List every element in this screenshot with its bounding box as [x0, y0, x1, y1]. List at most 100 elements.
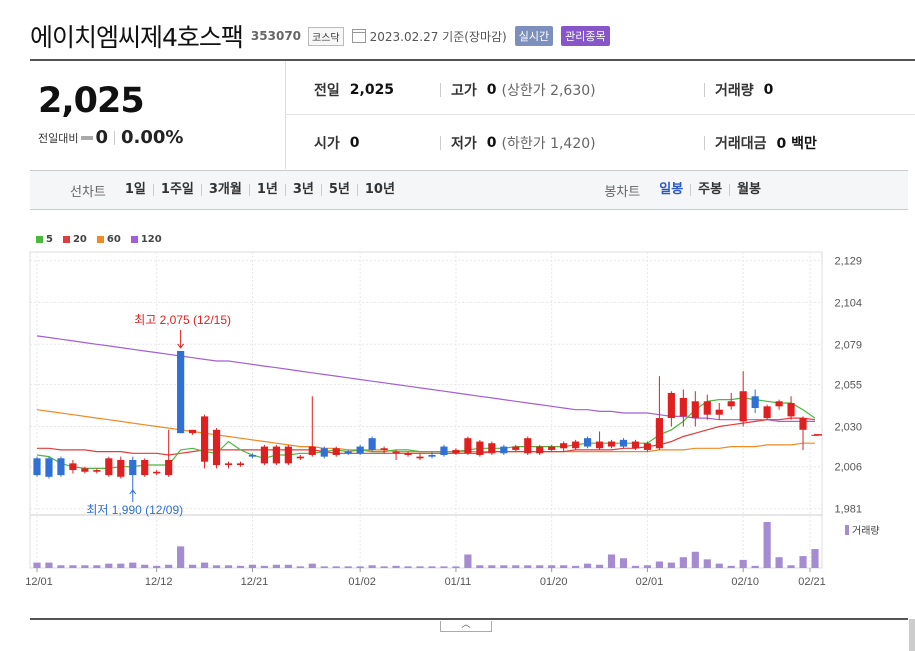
candle-tab-0[interactable]: 일봉 [659, 182, 684, 197]
stat-low: 저가 0 (하한가 1,420) [440, 133, 596, 153]
line-tab-1[interactable]: 1주일 [152, 183, 201, 196]
divider [704, 136, 705, 150]
low-arrow [129, 489, 137, 502]
line-tab-0[interactable]: 1일 [124, 182, 146, 197]
ma-legend: 5 20 60 120 [36, 234, 162, 245]
volume-bar [141, 564, 149, 568]
candle [177, 350, 185, 434]
line-tab-6[interactable]: 10년 [356, 183, 402, 196]
volume-bar [727, 565, 735, 568]
volume-bar [57, 565, 65, 568]
volume-bar [69, 565, 77, 568]
candle [356, 446, 364, 454]
volume-bar [416, 566, 424, 568]
candle [81, 468, 89, 472]
volume-bar [655, 561, 663, 568]
volume-bar [428, 566, 436, 568]
divider [440, 83, 441, 97]
line-chart-tabs: 선차트 1일 1주일 3개월 1년 3년 5년 10년 [70, 171, 402, 209]
stat-prev-close: 전일 2,025 [314, 80, 394, 100]
candle-tab-1[interactable]: 주봉 [690, 183, 729, 196]
candle [153, 471, 161, 474]
candle [57, 458, 65, 476]
y-tick-label: 2,104 [834, 297, 862, 309]
candle [560, 443, 568, 449]
y-tick-label: 2,006 [834, 462, 862, 474]
volume-bar [787, 565, 795, 568]
y-tick-label: 2,055 [834, 380, 862, 392]
candle [117, 460, 125, 477]
change-rate: 0.00% [121, 127, 184, 148]
lower-limit: (하한가 1,420) [501, 136, 596, 152]
stock-code: 353070 [250, 29, 302, 43]
stat-label: 저가 [451, 136, 477, 152]
volume-bar [296, 566, 304, 568]
price-change: 전일대비 0 0.00% [38, 127, 183, 148]
ma20-line [37, 417, 816, 456]
volume-bar [739, 559, 747, 568]
x-tick-label: 02/10 [731, 576, 759, 588]
candle [200, 416, 209, 462]
candle [548, 446, 556, 450]
x-tick-label: 02/21 [798, 576, 826, 588]
volume-bar [177, 546, 185, 568]
candle-tab-2[interactable]: 월봉 [729, 183, 768, 196]
stat-value: 0 [349, 135, 360, 151]
candle [236, 463, 245, 466]
candle [368, 438, 376, 450]
candle [524, 438, 532, 454]
candle [488, 443, 496, 454]
legend-swatch [62, 236, 70, 243]
stat-high: 고가 0 (상한가 2,630) [440, 80, 596, 100]
price-box: 2,025 전일대비 0 0.00% [30, 61, 286, 169]
line-tab-4[interactable]: 3년 [284, 183, 321, 196]
candle [763, 406, 771, 419]
volume-bar [368, 565, 376, 568]
stock-name: 에이치엠씨제4호스팩 [30, 23, 244, 52]
x-tick-label: 12/01 [25, 576, 53, 588]
volume-bar [715, 563, 723, 568]
stat-label: 전일 [314, 83, 340, 99]
y-tick-label: 1,981 [834, 504, 862, 516]
volume-legend-swatch [845, 525, 849, 535]
change-value: 0 [95, 127, 109, 148]
volume-bar [93, 565, 101, 568]
realtime-tag[interactable]: 실시간 [514, 26, 554, 46]
volume-bar [703, 559, 711, 568]
stat-label: 거래량 [715, 83, 754, 99]
stat-label: 고가 [451, 83, 477, 99]
volume-legend-label: 거래량 [852, 525, 880, 537]
stat-label: 거래대금 [715, 136, 767, 152]
legend-swatch [130, 236, 138, 243]
candle [572, 441, 580, 449]
line-tab-2[interactable]: 3개월 [200, 183, 249, 196]
volume-bar [619, 558, 628, 568]
chevron-up-icon[interactable]: ︿ [440, 621, 492, 632]
line-tab-3[interactable]: 1년 [248, 183, 285, 196]
candle [93, 470, 101, 472]
volume-bar [583, 563, 592, 568]
volume-bar [464, 554, 472, 568]
scrollbar[interactable] [909, 619, 915, 651]
line-tab-5[interactable]: 5년 [320, 183, 357, 196]
candle-chart-title: 봉차트 [604, 184, 641, 200]
candle [595, 441, 604, 449]
base-date: 2023.02.27 기준(장마감) [369, 29, 507, 44]
x-tick-label: 01/02 [348, 576, 376, 588]
y-tick-label: 2,030 [834, 421, 862, 433]
line-chart-title: 선차트 [70, 184, 106, 200]
candle [787, 402, 795, 417]
volume-bar [524, 565, 532, 568]
legend-label: 120 [140, 234, 162, 245]
candle [583, 438, 592, 447]
volume-bar [117, 563, 125, 568]
managed-stock-tag: 관리종목 [561, 26, 610, 46]
candle [512, 446, 520, 450]
candle [105, 458, 113, 476]
candle [679, 397, 687, 417]
volume-bar [260, 565, 269, 568]
volume-bar [536, 565, 544, 568]
candle [691, 401, 699, 419]
high-annotation: 최고 2,075 (12/15) [134, 313, 231, 327]
